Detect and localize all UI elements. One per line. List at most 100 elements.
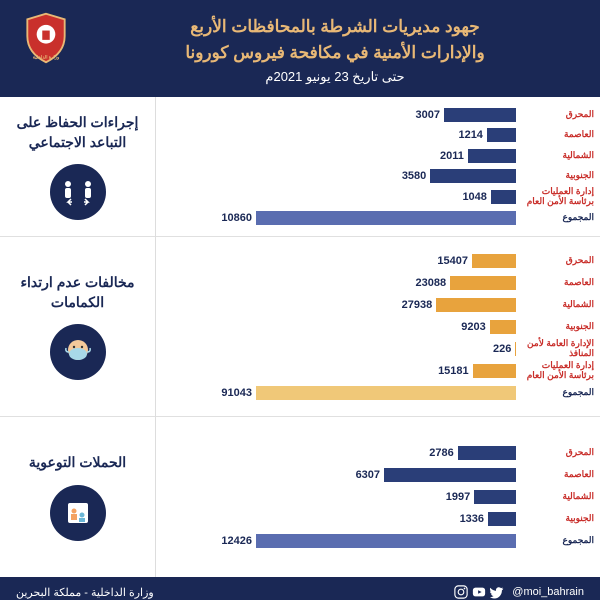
header-title: جهود مديريات الشرطة بالمحافظات الأربع وا…: [20, 14, 580, 65]
row-bar-area: 226: [158, 342, 516, 356]
mask-icon: [50, 324, 106, 380]
row-bar: [515, 342, 516, 356]
row-bar-area: 3580: [158, 169, 516, 183]
social-handle: @moi_bahrain: [512, 586, 584, 598]
chart-row: الشمالية 2011: [158, 147, 594, 163]
row-bar-area: 9203: [158, 320, 516, 334]
row-value: 2011: [440, 150, 464, 162]
chart-row: الإدارة العامة لأمن المنافذ 226: [158, 340, 594, 358]
row-bar-area: 2011: [158, 149, 516, 163]
row-bar-area: 15181: [158, 364, 516, 378]
row-bar-area: 3007: [158, 108, 516, 122]
row-label: الشمالية: [516, 151, 594, 161]
row-value: 1048: [462, 191, 486, 203]
chart-row: العاصمة6307: [158, 466, 594, 484]
row-bar: [474, 490, 516, 504]
chart-mask-violations: المحرق15407 العاصمة 23088 الشمالية 27938 الجن…: [156, 237, 600, 417]
icon-section-1: مخالفات عدم ارتداء الكمامات: [0, 237, 155, 417]
row-value: 2786: [429, 447, 453, 459]
infographic-poster: وزارة الداخلية جهود مديريات الشرطة بالمح…: [0, 0, 600, 600]
header-subtitle: حتى تاريخ 23 يونيو 2021م: [20, 69, 580, 85]
chart-row: المجموع10860: [158, 210, 594, 226]
row-bar-area: 1997: [158, 490, 516, 504]
row-label: المجموع: [516, 536, 594, 546]
row-bar: [430, 169, 516, 183]
chart-row: العاصمة 1214: [158, 127, 594, 143]
row-label: الجنوبية: [516, 322, 594, 332]
chart-row: العاصمة 23088: [158, 274, 594, 292]
row-bar: [256, 534, 516, 548]
icons-column: إجراءات الحفاظ على التباعد الاجتماعي مخا…: [0, 97, 155, 577]
row-bar-area: 27938: [158, 298, 516, 312]
row-value: 3007: [416, 109, 440, 121]
charts-column: المحرق3007العاصمة1214الشمالية2011الجنوبي…: [155, 97, 600, 577]
section-title: مخالفات عدم ارتداء الكمامات: [8, 273, 147, 312]
row-label: الشمالية: [516, 492, 594, 502]
row-value: 10860: [221, 212, 252, 224]
row-value: 27938: [402, 299, 433, 311]
chart-awareness-campaigns: المحرق 2786 العاصمة6307 الشمالية 1997 الجنوبي…: [156, 417, 600, 577]
row-label: الشمالية: [516, 300, 594, 310]
row-bar: [436, 298, 516, 312]
chart-row: الشمالية 1997: [158, 488, 594, 506]
chart-row: إدارة العمليات برئاسة الأمن العام1048: [158, 188, 594, 206]
row-bar-area: 12426: [158, 534, 516, 548]
chart-row: المجموع 12426: [158, 532, 594, 550]
row-bar: [450, 276, 516, 290]
row-bar: [256, 211, 516, 225]
icon-section-0: إجراءات الحفاظ على التباعد الاجتماعي: [0, 97, 155, 237]
footer-text: وزارة الداخلية - مملكة البحرين: [16, 586, 154, 599]
row-value: 91043: [221, 387, 252, 399]
footer: @moi_bahrain وزارة الداخلية - مملكة البح…: [0, 577, 600, 600]
row-value: 12426: [221, 535, 252, 547]
row-bar: [458, 446, 516, 460]
row-label: الجنوبية: [516, 514, 594, 524]
section-title: إجراءات الحفاظ على التباعد الاجتماعي: [8, 113, 147, 152]
chart-row: المحرق3007: [158, 107, 594, 123]
chart-row: الجنوبية 1336: [158, 510, 594, 528]
row-value: 1997: [446, 491, 470, 503]
section-title: الحملات التوعوية: [29, 453, 126, 473]
chart-row: المحرق15407: [158, 252, 594, 270]
row-bar: [491, 190, 516, 204]
row-bar-area: 1214: [158, 128, 516, 142]
row-value: 15407: [437, 255, 468, 267]
row-bar: [468, 149, 516, 163]
chart-row: الجنوبية 3580: [158, 168, 594, 184]
twitter-icon: [490, 585, 504, 599]
social-distance-icon: [50, 164, 106, 220]
row-label: الجنوبية: [516, 171, 594, 181]
row-value: 23088: [415, 277, 446, 289]
chart-row: إدارة العمليات برئاسة الأمن العام15181: [158, 362, 594, 380]
row-value: 1214: [458, 129, 482, 141]
row-bar: [490, 320, 516, 334]
row-label: العاصمة: [516, 278, 594, 288]
row-bar: [473, 364, 516, 378]
row-bar-area: 1048: [158, 190, 516, 204]
row-bar-area: 6307: [158, 468, 516, 482]
row-bar: [384, 468, 516, 482]
chart-row: المجموع 91043: [158, 384, 594, 402]
row-label: المحرق: [516, 448, 594, 458]
row-value: 1336: [460, 513, 484, 525]
row-bar-area: 2786: [158, 446, 516, 460]
row-label: إدارة العمليات برئاسة الأمن العام: [516, 361, 594, 381]
footer-social: @moi_bahrain: [454, 585, 584, 599]
chart-row: الجنوبية 9203: [158, 318, 594, 336]
row-label: الإدارة العامة لأمن المنافذ: [516, 339, 594, 359]
body: المحرق3007العاصمة1214الشمالية2011الجنوبي…: [0, 97, 600, 577]
row-value: 226: [493, 343, 511, 355]
ministry-crest-icon: وزارة الداخلية: [18, 10, 74, 66]
row-bar: [488, 512, 516, 526]
row-label: المجموع: [516, 388, 594, 398]
row-bar-area: 1336: [158, 512, 516, 526]
row-bar: [256, 386, 516, 400]
row-value: 9203: [461, 321, 485, 333]
row-bar: [487, 128, 516, 142]
row-bar-area: 23088: [158, 276, 516, 290]
chart-row: الشمالية 27938: [158, 296, 594, 314]
chart-row: المحرق 2786: [158, 444, 594, 462]
row-label: العاصمة: [516, 130, 594, 140]
row-value: 3580: [402, 170, 426, 182]
row-bar-area: 10860: [158, 211, 516, 225]
